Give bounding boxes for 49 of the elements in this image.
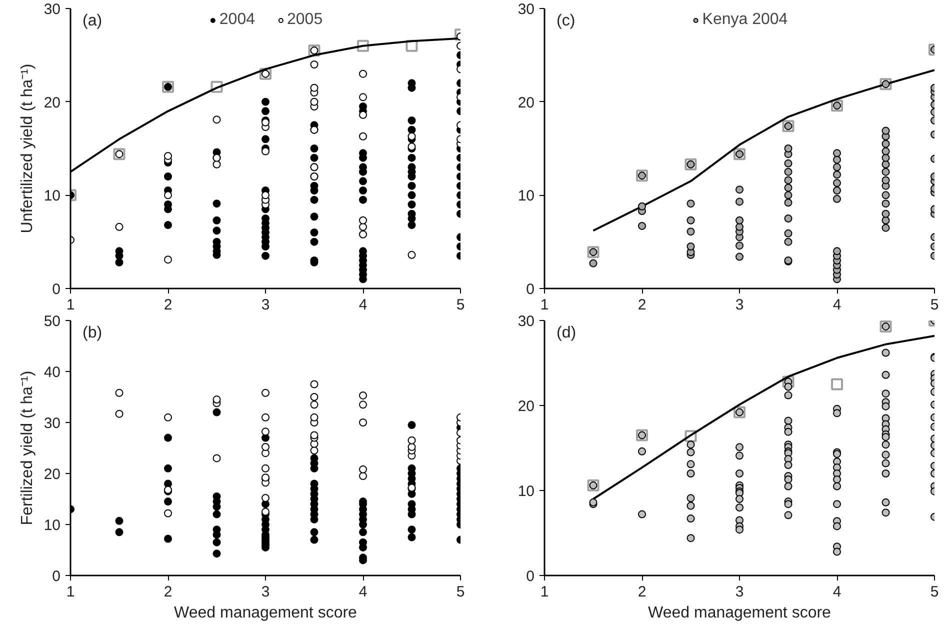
y-tick-label: 10 bbox=[44, 517, 61, 534]
y-tick-label: 40 bbox=[44, 364, 61, 381]
y-tick-label: 30 bbox=[518, 1, 535, 18]
x-tick-label: 3 bbox=[261, 584, 270, 600]
legend-label: 2005 bbox=[287, 11, 323, 29]
x-tick-label: 3 bbox=[735, 296, 744, 314]
x-tick-label: 2 bbox=[638, 584, 646, 600]
chart-title: (d) bbox=[556, 324, 576, 342]
y-tick-label: 30 bbox=[44, 415, 61, 432]
x-tick-label: 5 bbox=[930, 296, 939, 314]
x-tick-label: 4 bbox=[358, 296, 368, 314]
chart-title: (c) bbox=[556, 12, 576, 30]
y-tick-label: 20 bbox=[44, 94, 61, 112]
x-tick-label: 3 bbox=[261, 296, 270, 314]
x-tick-label: 1 bbox=[540, 296, 549, 314]
x-tick-label: 4 bbox=[832, 584, 842, 600]
y-axis-title: Fertilized yield (t ha⁻¹) bbox=[18, 370, 36, 526]
y-tick-label: 0 bbox=[526, 568, 534, 585]
y-tick-label: 30 bbox=[518, 313, 535, 330]
x-tick-label: 1 bbox=[66, 296, 75, 314]
chart-title: (a) bbox=[82, 12, 102, 30]
x-axis-title: Weed management score bbox=[174, 604, 358, 622]
x-tick-label: 2 bbox=[638, 296, 646, 314]
y-tick-label: 10 bbox=[518, 483, 535, 500]
x-tick-label: 2 bbox=[164, 584, 172, 600]
x-tick-label: 5 bbox=[456, 296, 465, 314]
y-tick-label: 10 bbox=[518, 188, 535, 205]
x-tick-label: 5 bbox=[930, 584, 939, 600]
x-tick-label: 2 bbox=[164, 296, 172, 314]
y-tick-label: 0 bbox=[526, 281, 534, 298]
x-tick-label: 4 bbox=[832, 296, 842, 314]
x-tick-label: 1 bbox=[540, 584, 549, 600]
y-tick-label: 0 bbox=[52, 281, 60, 298]
chart-title: (b) bbox=[82, 324, 102, 342]
x-tick-label: 5 bbox=[456, 584, 465, 600]
y-tick-label: 20 bbox=[518, 94, 535, 112]
legend-label: 2004 bbox=[219, 11, 255, 29]
x-tick-label: 4 bbox=[358, 584, 368, 600]
x-tick-label: 1 bbox=[66, 584, 75, 600]
y-tick-label: 30 bbox=[44, 1, 61, 18]
y-tick-label: 50 bbox=[44, 313, 61, 330]
legend-label: Kenya 2004 bbox=[702, 11, 788, 29]
y-tick-label: 0 bbox=[52, 568, 60, 585]
y-tick-label: 20 bbox=[44, 466, 61, 483]
x-tick-label: 3 bbox=[735, 584, 744, 600]
y-tick-label: 20 bbox=[518, 398, 535, 415]
y-tick-label: 10 bbox=[44, 188, 61, 205]
y-axis-title: Unfertilized yield (t ha⁻¹) bbox=[18, 64, 36, 234]
x-axis-title: Weed management score bbox=[648, 604, 832, 622]
